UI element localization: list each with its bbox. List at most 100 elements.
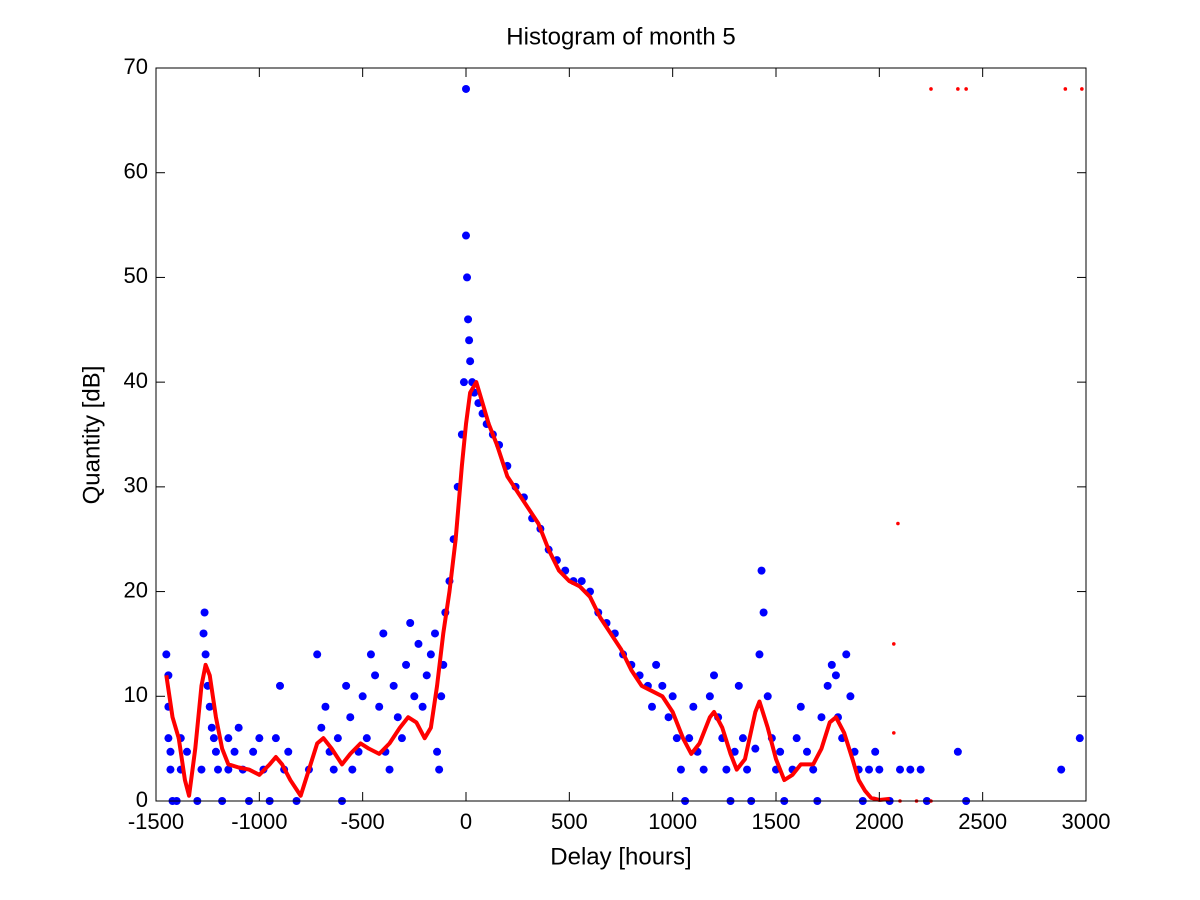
data-point bbox=[676, 765, 685, 774]
y-tick-label: 50 bbox=[124, 263, 148, 288]
data-point bbox=[313, 650, 322, 659]
x-tick-label: -500 bbox=[341, 809, 385, 834]
data-point bbox=[166, 765, 175, 774]
data-point bbox=[329, 765, 338, 774]
data-point bbox=[276, 681, 284, 690]
data-point bbox=[201, 650, 210, 659]
x-tick-label: 500 bbox=[551, 809, 588, 834]
data-point bbox=[896, 765, 904, 774]
data-point bbox=[435, 765, 444, 774]
data-point bbox=[183, 747, 191, 756]
data-point bbox=[389, 681, 398, 690]
data-point bbox=[397, 734, 406, 743]
data-point bbox=[284, 747, 293, 756]
data-point bbox=[348, 765, 357, 774]
data-point bbox=[792, 734, 801, 743]
data-point bbox=[375, 702, 384, 711]
y-axis-label: Quantity [dB] bbox=[78, 366, 105, 505]
x-tick-label: -1000 bbox=[231, 809, 287, 834]
data-point bbox=[916, 765, 925, 774]
data-point bbox=[664, 713, 673, 722]
x-tick-label: 1500 bbox=[752, 809, 801, 834]
y-tick-label: 60 bbox=[124, 159, 148, 184]
data-point bbox=[705, 692, 714, 701]
data-point bbox=[379, 629, 388, 638]
data-point bbox=[211, 747, 220, 756]
data-point bbox=[224, 765, 233, 774]
chart-title: Histogram of month 5 bbox=[506, 23, 735, 50]
data-point bbox=[166, 747, 175, 756]
data-point bbox=[1057, 765, 1066, 774]
data-point bbox=[234, 723, 243, 732]
data-point bbox=[577, 577, 586, 586]
data-point bbox=[462, 231, 470, 240]
data-point bbox=[892, 731, 896, 735]
data-point bbox=[757, 566, 766, 575]
data-point bbox=[734, 681, 743, 690]
data-point bbox=[929, 87, 933, 91]
data-point bbox=[422, 671, 431, 680]
trend-line bbox=[164, 380, 890, 802]
data-point bbox=[685, 734, 694, 743]
data-point bbox=[164, 734, 173, 743]
data-point bbox=[648, 702, 656, 711]
data-point bbox=[803, 747, 811, 756]
data-point bbox=[358, 692, 367, 701]
y-tick-label: 0 bbox=[136, 787, 148, 812]
data-point bbox=[463, 273, 472, 282]
data-point bbox=[271, 734, 280, 743]
data-point bbox=[776, 747, 785, 756]
data-point bbox=[459, 378, 468, 387]
data-point bbox=[385, 765, 394, 774]
x-tick-label: 2000 bbox=[855, 809, 904, 834]
data-point bbox=[668, 692, 677, 701]
data-point bbox=[462, 84, 470, 93]
data-point bbox=[197, 765, 206, 774]
data-point bbox=[209, 734, 218, 743]
data-point bbox=[738, 734, 747, 743]
data-point bbox=[362, 734, 371, 743]
data-point bbox=[953, 747, 962, 756]
data-point bbox=[699, 765, 708, 774]
data-point bbox=[658, 681, 667, 690]
data-point bbox=[342, 681, 351, 690]
x-tick-label: 2500 bbox=[958, 809, 1007, 834]
data-point bbox=[199, 629, 208, 638]
data-point bbox=[743, 765, 752, 774]
data-point bbox=[827, 660, 836, 669]
data-point bbox=[393, 713, 402, 722]
data-point bbox=[465, 336, 474, 345]
data-point bbox=[831, 671, 840, 680]
data-point bbox=[346, 713, 355, 722]
data-point bbox=[956, 87, 960, 91]
data-point bbox=[414, 639, 423, 648]
data-point bbox=[406, 618, 415, 627]
data-point bbox=[214, 765, 222, 774]
x-tick-label: 3000 bbox=[1062, 809, 1111, 834]
y-tick-label: 20 bbox=[124, 577, 148, 602]
data-point bbox=[865, 765, 873, 774]
axes-box bbox=[155, 67, 1087, 802]
data-point bbox=[366, 650, 375, 659]
data-point bbox=[426, 650, 435, 659]
data-point bbox=[871, 747, 880, 756]
data-point bbox=[809, 765, 818, 774]
data-point bbox=[437, 692, 446, 701]
data-point bbox=[207, 723, 216, 732]
x-tick-label: -1500 bbox=[128, 809, 184, 834]
data-point bbox=[464, 315, 473, 324]
data-point bbox=[796, 702, 805, 711]
data-point bbox=[846, 692, 855, 701]
data-point bbox=[255, 734, 264, 743]
plot-area bbox=[162, 84, 1084, 805]
y-tick-label: 70 bbox=[124, 54, 148, 79]
data-point bbox=[230, 747, 239, 756]
data-point bbox=[1080, 87, 1084, 91]
data-point bbox=[200, 608, 209, 617]
data-point bbox=[875, 765, 884, 774]
data-point bbox=[842, 650, 851, 659]
data-point bbox=[466, 357, 475, 366]
data-point bbox=[672, 734, 681, 743]
data-point bbox=[1063, 87, 1068, 91]
